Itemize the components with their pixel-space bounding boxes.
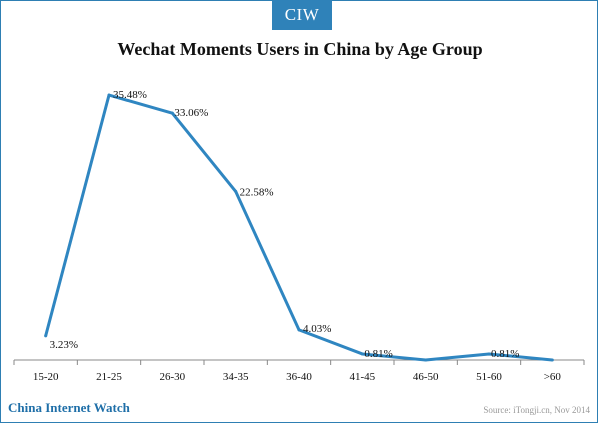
- series-line: [44, 93, 553, 362]
- data-label: 35.48%: [113, 89, 147, 101]
- x-tick-label: 21-25: [96, 371, 122, 383]
- data-point: [170, 111, 174, 115]
- data-label: 4.03%: [303, 323, 331, 335]
- data-label: 0.81%: [364, 348, 392, 360]
- x-tick-label: 36-40: [286, 371, 312, 383]
- x-tick-label: 41-45: [349, 371, 375, 383]
- data-label: 3.23%: [50, 339, 78, 351]
- x-tick-label: 51-60: [476, 371, 502, 383]
- x-tick-label: 26-30: [159, 371, 185, 383]
- ciw-logo: CIW: [272, 0, 332, 30]
- data-label: 33.06%: [174, 107, 208, 119]
- chart-title: Wechat Moments Users in China by Age Gro…: [117, 39, 483, 59]
- data-label: 22.58%: [240, 186, 274, 198]
- data-point: [297, 328, 301, 332]
- source-brand: China Internet Watch: [8, 400, 130, 415]
- data-point: [107, 93, 111, 97]
- data-point: [360, 352, 364, 356]
- data-point: [44, 334, 48, 338]
- data-point: [234, 189, 238, 193]
- x-tick-label: 15-20: [33, 371, 59, 383]
- data-point: [550, 358, 554, 362]
- source-credit: Source: iTongji.cn, Nov 2014: [483, 405, 590, 415]
- data-point: [487, 352, 491, 356]
- data-point: [424, 358, 428, 362]
- x-tick-label: 46-50: [413, 371, 439, 383]
- data-label: 0.81%: [491, 348, 519, 360]
- x-tick-label: 34-35: [223, 371, 249, 383]
- x-tick-label: >60: [544, 371, 562, 383]
